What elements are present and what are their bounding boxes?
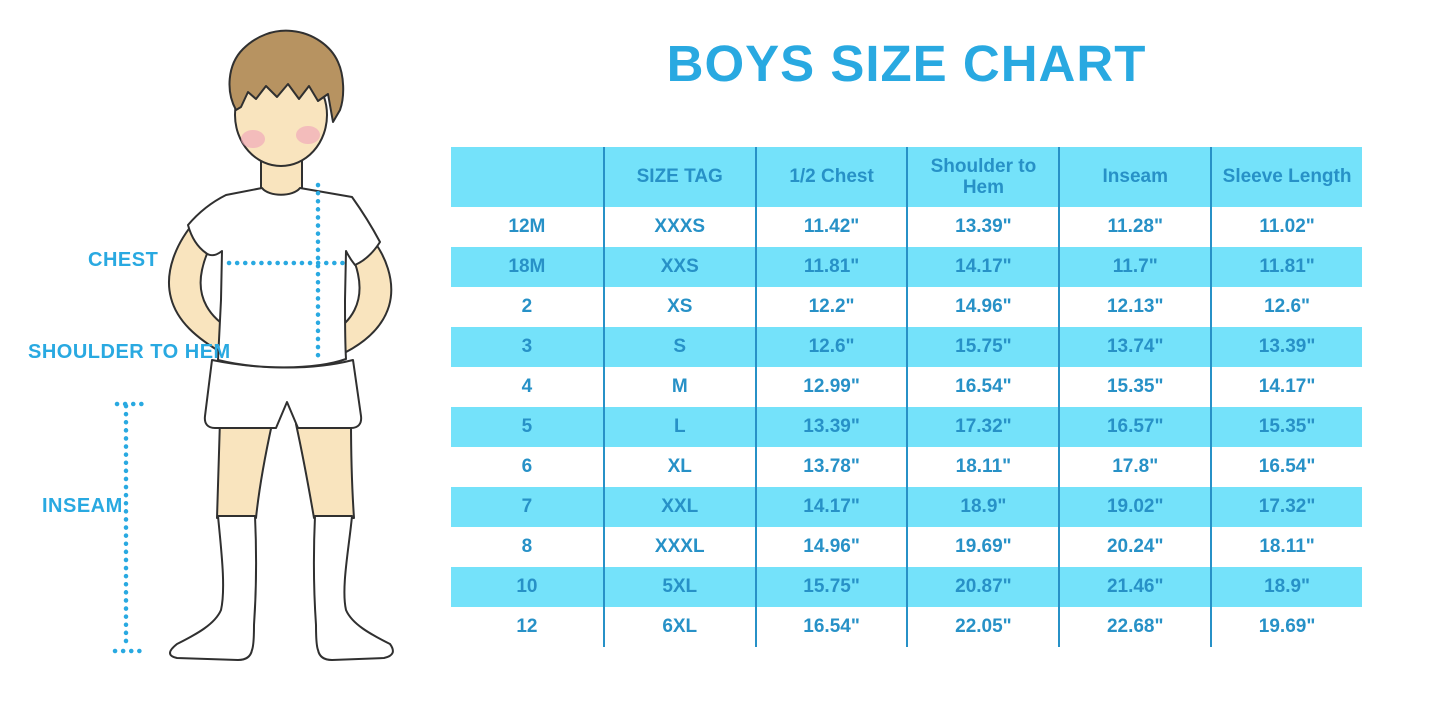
table-cell: 21.46"	[1058, 567, 1211, 607]
shorts	[203, 359, 363, 429]
table-cell: 16.57"	[1058, 407, 1211, 447]
row-size-cell: 18M	[451, 247, 603, 287]
table-cell: XS	[602, 287, 755, 327]
table-cell: 15.35"	[1058, 367, 1210, 407]
sock-right	[312, 515, 394, 661]
table-cell: 13.39"	[754, 407, 907, 447]
table-cell: 17.32"	[906, 407, 1059, 447]
measurement-lines	[112, 182, 347, 654]
table-cell: 16.54"	[1210, 447, 1362, 487]
table-cell: 18.9"	[906, 487, 1059, 527]
table-cell: 16.54"	[754, 607, 907, 647]
column-header-4: Inseam	[1058, 147, 1211, 207]
hair	[228, 29, 345, 123]
table-cell: 18.11"	[1210, 527, 1362, 567]
row-size-cell: 4	[521, 376, 533, 398]
table-cell: 14.17"	[1210, 367, 1362, 407]
page-title: BOYS SIZE CHART	[666, 35, 1147, 92]
chest-label: CHEST	[88, 249, 159, 271]
table-cell: 13.39"	[1210, 327, 1362, 367]
table-cell: 6XL	[602, 607, 755, 647]
leg-right	[295, 419, 355, 519]
column-header-0	[451, 147, 603, 207]
leg-left	[216, 419, 273, 519]
table-cell: 15.35"	[1210, 407, 1362, 447]
table-cell: 14.17"	[754, 487, 907, 527]
column-header-2: 1/2 Chest	[754, 147, 907, 207]
table-cell: 13.78"	[754, 447, 907, 487]
table-cell: S	[602, 327, 755, 367]
table-cell: XXS	[602, 247, 755, 287]
table-cell: 22.05"	[906, 607, 1058, 647]
inseam-label: INSEAM	[42, 495, 123, 517]
boy-illustration	[112, 29, 394, 661]
row-size-cell: 6	[521, 456, 533, 478]
column-header-5: Sleeve Length	[1210, 147, 1362, 207]
table-cell: 11.42"	[754, 207, 907, 247]
table-cell: 11.81"	[754, 247, 907, 287]
size-table: SIZE TAG 1/2 Chest Shoulder to Hem Inseam Sl…	[451, 147, 1362, 647]
blush-left	[241, 130, 265, 148]
table-cell: 12.2"	[754, 287, 907, 327]
row-size-cell: 12	[516, 616, 538, 638]
column-header-3: Shoulder to Hem	[906, 147, 1059, 207]
table-cell: 16.54"	[906, 367, 1058, 407]
table-cell: 12.13"	[1058, 287, 1210, 327]
table-cell: 17.8"	[1058, 447, 1210, 487]
table-cell: 14.17"	[906, 247, 1059, 287]
table-cell: 15.75"	[754, 567, 907, 607]
table-cell: 18.11"	[906, 447, 1058, 487]
boy-body	[167, 29, 394, 661]
column-header-1: SIZE TAG	[602, 147, 755, 207]
table-cell: 12.99"	[754, 367, 907, 407]
tshirt	[187, 187, 381, 369]
table-cell: 17.32"	[1210, 487, 1362, 527]
table-cell: 11.28"	[1058, 207, 1210, 247]
row-size-cell: 7	[451, 487, 603, 527]
table-cell: 12.6"	[754, 327, 907, 367]
table-cell: 14.96"	[906, 287, 1058, 327]
table-cell: XXL	[602, 487, 755, 527]
row-size-cell: 8	[521, 536, 533, 558]
table-cell: XL	[602, 447, 755, 487]
table-cell: 19.69"	[906, 527, 1058, 567]
table-cell: 11.7"	[1058, 247, 1211, 287]
table-cell: XXXS	[602, 207, 755, 247]
row-size-cell: 5	[451, 407, 603, 447]
table-cell: 19.02"	[1058, 487, 1211, 527]
sock-left	[169, 515, 258, 661]
table-cell: 12.6"	[1210, 287, 1362, 327]
table-cell: 20.24"	[1058, 527, 1210, 567]
row-size-cell: 12M	[508, 216, 546, 238]
table-cell: 18.9"	[1210, 567, 1362, 607]
table-cell: 14.96"	[754, 527, 907, 567]
blush-right	[296, 126, 320, 144]
row-size-cell: 10	[451, 567, 603, 607]
table-cell: M	[602, 367, 755, 407]
table-cell: XXXL	[602, 527, 755, 567]
table-cell: 19.69"	[1210, 607, 1362, 647]
shoulder-to-hem-label: SHOULDER TO HEM	[28, 341, 231, 363]
table-cell: 11.02"	[1210, 207, 1362, 247]
table-cell: 22.68"	[1058, 607, 1210, 647]
table-cell: 20.87"	[906, 567, 1059, 607]
table-cell: L	[602, 407, 755, 447]
row-size-cell: 2	[521, 296, 533, 318]
table-cell: 11.81"	[1210, 247, 1362, 287]
row-size-cell: 3	[451, 327, 603, 367]
table-cell: 13.74"	[1058, 327, 1211, 367]
table-cell: 15.75"	[906, 327, 1059, 367]
table-cell: 5XL	[602, 567, 755, 607]
table-cell: 13.39"	[906, 207, 1058, 247]
